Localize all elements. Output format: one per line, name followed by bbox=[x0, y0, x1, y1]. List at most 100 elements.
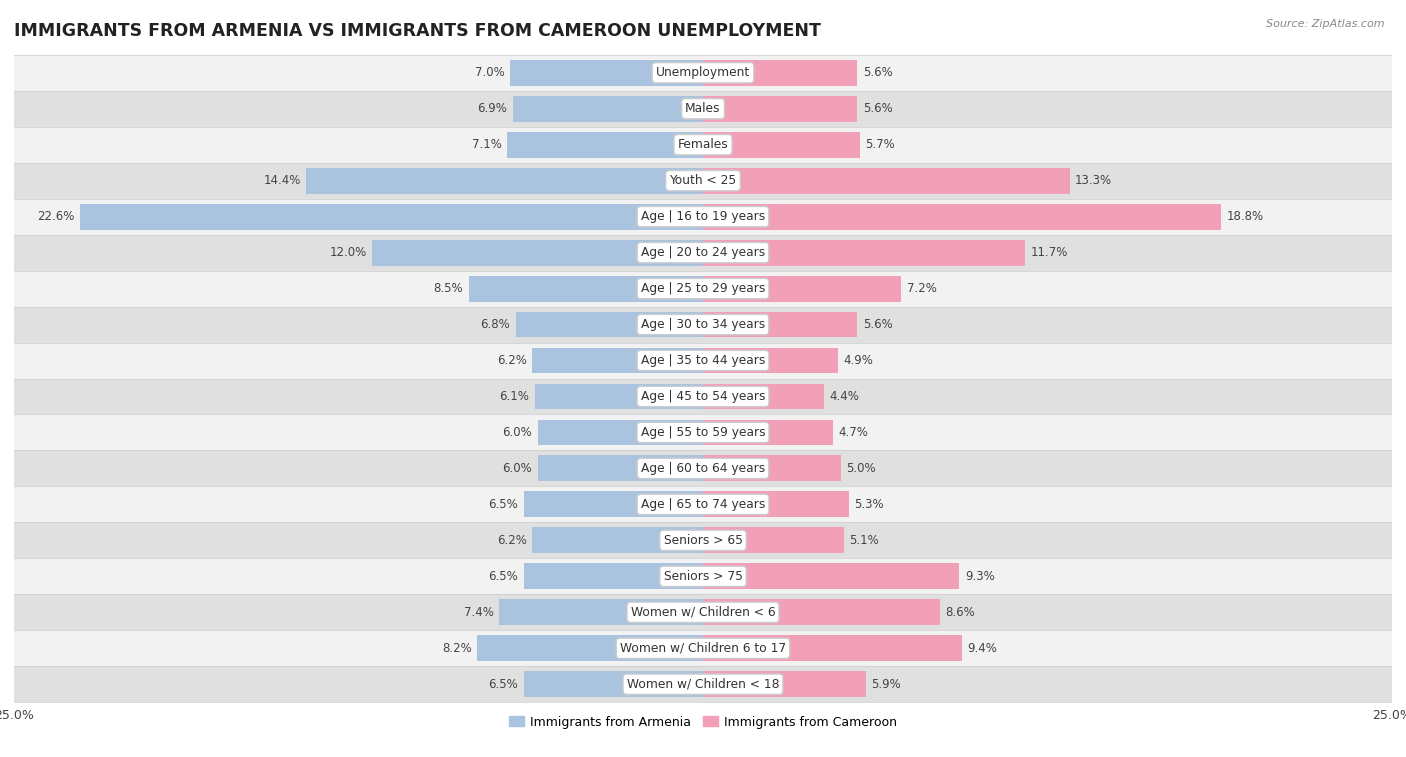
Bar bbox=[516, 312, 703, 338]
Bar bbox=[499, 600, 703, 625]
Text: Age | 65 to 74 years: Age | 65 to 74 years bbox=[641, 498, 765, 511]
Text: Age | 25 to 29 years: Age | 25 to 29 years bbox=[641, 282, 765, 295]
Bar bbox=[14, 163, 1392, 198]
Bar bbox=[703, 240, 1025, 266]
Bar bbox=[534, 384, 703, 410]
Bar bbox=[80, 204, 703, 229]
Bar bbox=[703, 312, 858, 338]
Bar bbox=[703, 384, 824, 410]
Bar bbox=[703, 60, 858, 86]
Bar bbox=[510, 60, 703, 86]
Text: 6.5%: 6.5% bbox=[489, 570, 519, 583]
Bar bbox=[703, 347, 838, 373]
Text: Women w/ Children < 18: Women w/ Children < 18 bbox=[627, 678, 779, 690]
Bar bbox=[703, 204, 1220, 229]
Bar bbox=[14, 307, 1392, 342]
Bar bbox=[373, 240, 703, 266]
Bar bbox=[513, 96, 703, 122]
Bar bbox=[531, 347, 703, 373]
Text: 6.1%: 6.1% bbox=[499, 390, 530, 403]
Bar bbox=[703, 528, 844, 553]
Text: Age | 16 to 19 years: Age | 16 to 19 years bbox=[641, 210, 765, 223]
Text: 6.9%: 6.9% bbox=[478, 102, 508, 115]
Bar bbox=[14, 415, 1392, 450]
Text: 6.0%: 6.0% bbox=[502, 462, 531, 475]
Text: 6.5%: 6.5% bbox=[489, 498, 519, 511]
Bar bbox=[307, 168, 703, 194]
Bar bbox=[531, 528, 703, 553]
Bar bbox=[537, 456, 703, 481]
Text: 7.1%: 7.1% bbox=[472, 139, 502, 151]
Text: Source: ZipAtlas.com: Source: ZipAtlas.com bbox=[1267, 19, 1385, 29]
Text: 5.1%: 5.1% bbox=[849, 534, 879, 547]
Text: 4.7%: 4.7% bbox=[838, 426, 868, 439]
Text: 7.4%: 7.4% bbox=[464, 606, 494, 618]
Bar bbox=[703, 276, 901, 301]
Text: 6.8%: 6.8% bbox=[481, 318, 510, 331]
Text: 5.6%: 5.6% bbox=[863, 102, 893, 115]
Text: 8.5%: 8.5% bbox=[433, 282, 463, 295]
Bar bbox=[703, 600, 941, 625]
Bar bbox=[14, 235, 1392, 270]
Text: 5.0%: 5.0% bbox=[846, 462, 876, 475]
Bar bbox=[477, 635, 703, 661]
Text: 5.6%: 5.6% bbox=[863, 67, 893, 79]
Text: 5.3%: 5.3% bbox=[855, 498, 884, 511]
Bar bbox=[14, 594, 1392, 631]
Text: 4.4%: 4.4% bbox=[830, 390, 859, 403]
Text: 11.7%: 11.7% bbox=[1031, 246, 1069, 259]
Text: Age | 30 to 34 years: Age | 30 to 34 years bbox=[641, 318, 765, 331]
Bar bbox=[14, 342, 1392, 378]
Bar bbox=[508, 132, 703, 157]
Bar bbox=[14, 522, 1392, 559]
Text: 18.8%: 18.8% bbox=[1226, 210, 1264, 223]
Text: 13.3%: 13.3% bbox=[1076, 174, 1112, 187]
Bar bbox=[14, 198, 1392, 235]
Bar bbox=[14, 55, 1392, 91]
Text: 9.4%: 9.4% bbox=[967, 642, 997, 655]
Bar bbox=[703, 635, 962, 661]
Text: 8.6%: 8.6% bbox=[945, 606, 976, 618]
Text: 9.3%: 9.3% bbox=[965, 570, 994, 583]
Bar bbox=[703, 491, 849, 517]
Text: Females: Females bbox=[678, 139, 728, 151]
Bar bbox=[14, 631, 1392, 666]
Text: 22.6%: 22.6% bbox=[38, 210, 75, 223]
Bar bbox=[14, 91, 1392, 126]
Text: Women w/ Children < 6: Women w/ Children < 6 bbox=[631, 606, 775, 618]
Text: Males: Males bbox=[685, 102, 721, 115]
Bar bbox=[524, 491, 703, 517]
Bar bbox=[14, 378, 1392, 415]
Bar bbox=[14, 666, 1392, 702]
Bar bbox=[14, 450, 1392, 487]
Text: IMMIGRANTS FROM ARMENIA VS IMMIGRANTS FROM CAMEROON UNEMPLOYMENT: IMMIGRANTS FROM ARMENIA VS IMMIGRANTS FR… bbox=[14, 22, 821, 40]
Bar bbox=[14, 126, 1392, 163]
Text: 14.4%: 14.4% bbox=[263, 174, 301, 187]
Text: 6.2%: 6.2% bbox=[496, 534, 527, 547]
Text: Seniors > 65: Seniors > 65 bbox=[664, 534, 742, 547]
Bar bbox=[703, 132, 860, 157]
Bar bbox=[14, 270, 1392, 307]
Bar bbox=[524, 671, 703, 697]
Text: 7.0%: 7.0% bbox=[475, 67, 505, 79]
Text: 6.2%: 6.2% bbox=[496, 354, 527, 367]
Text: 8.2%: 8.2% bbox=[441, 642, 471, 655]
Bar bbox=[14, 559, 1392, 594]
Text: 5.9%: 5.9% bbox=[872, 678, 901, 690]
Bar bbox=[703, 456, 841, 481]
Text: Women w/ Children 6 to 17: Women w/ Children 6 to 17 bbox=[620, 642, 786, 655]
Bar bbox=[524, 563, 703, 589]
Text: 7.2%: 7.2% bbox=[907, 282, 936, 295]
Text: Age | 35 to 44 years: Age | 35 to 44 years bbox=[641, 354, 765, 367]
Text: Seniors > 75: Seniors > 75 bbox=[664, 570, 742, 583]
Legend: Immigrants from Armenia, Immigrants from Cameroon: Immigrants from Armenia, Immigrants from… bbox=[503, 711, 903, 734]
Text: 5.7%: 5.7% bbox=[866, 139, 896, 151]
Bar bbox=[703, 563, 959, 589]
Text: Age | 60 to 64 years: Age | 60 to 64 years bbox=[641, 462, 765, 475]
Text: Youth < 25: Youth < 25 bbox=[669, 174, 737, 187]
Text: Unemployment: Unemployment bbox=[655, 67, 751, 79]
Bar bbox=[468, 276, 703, 301]
Bar bbox=[703, 419, 832, 445]
Text: 5.6%: 5.6% bbox=[863, 318, 893, 331]
Text: 12.0%: 12.0% bbox=[329, 246, 367, 259]
